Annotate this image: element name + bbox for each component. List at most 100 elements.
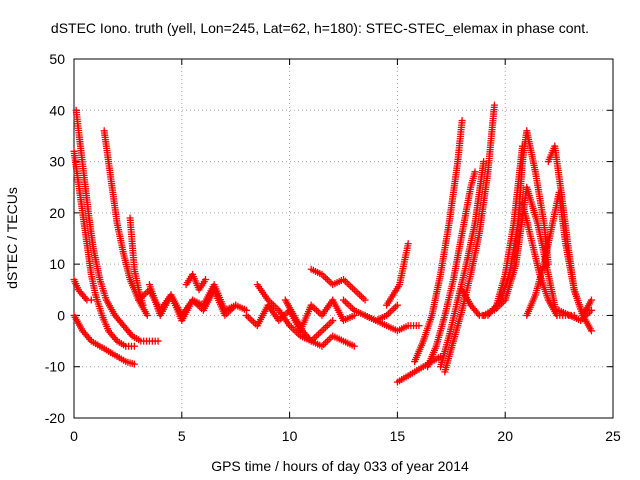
data-point-marker — [340, 296, 347, 304]
y-axis-label: dSTEC / TECUs — [4, 187, 20, 289]
y-tick-label: 10 — [49, 256, 65, 272]
data-series-19 — [424, 168, 479, 371]
data-point-marker — [327, 334, 335, 342]
data-point-marker — [471, 168, 479, 176]
data-series-13 — [307, 265, 369, 304]
data-point-marker — [359, 294, 367, 302]
data-point-marker — [329, 317, 337, 325]
data-point-marker — [388, 306, 396, 314]
data-series-5 — [100, 127, 151, 319]
data-point-marker — [246, 315, 254, 323]
data-point-marker — [354, 289, 362, 297]
data-series-16 — [383, 240, 412, 309]
data-point-marker — [348, 284, 356, 292]
data-series-4 — [70, 276, 95, 304]
data-point-marker — [87, 296, 95, 304]
y-tick-label: -10 — [45, 359, 65, 375]
data-point-marker — [404, 240, 412, 248]
data-point-marker — [320, 325, 328, 333]
data-point-marker — [250, 318, 258, 326]
data-point-marker — [350, 286, 358, 294]
data-point-marker — [345, 301, 353, 309]
data-point-marker — [139, 301, 147, 309]
data-point-marker — [356, 291, 364, 299]
data-point-marker — [154, 337, 162, 345]
data-series-3 — [70, 311, 138, 368]
y-tick-label: 0 — [57, 307, 65, 323]
data-point-marker — [458, 117, 466, 125]
x-tick-label: 0 — [70, 428, 78, 444]
data-point-marker — [386, 308, 394, 316]
x-tick-label: 15 — [390, 428, 406, 444]
data-point-marker — [587, 296, 595, 304]
y-tick-label: 30 — [49, 154, 65, 170]
data-series-1 — [70, 147, 138, 350]
data-point-marker — [361, 296, 369, 304]
data-point-marker — [232, 301, 240, 309]
data-point-marker — [314, 330, 322, 338]
data-point-marker — [314, 308, 322, 316]
x-tick-label: 5 — [178, 428, 186, 444]
chart-title: dSTEC Iono. truth (yell, Lon=245, Lat=62… — [50, 20, 590, 36]
data-point-marker — [320, 340, 328, 348]
data-series-18 — [411, 117, 466, 366]
data-point-marker — [390, 305, 398, 313]
data-point-marker — [244, 313, 252, 321]
data-series-2 — [72, 106, 162, 345]
data-series-12 — [281, 296, 358, 350]
data-point-marker — [323, 276, 331, 284]
data-point-marker — [130, 360, 138, 368]
data-point-marker — [347, 303, 355, 311]
data-point-marker — [393, 301, 401, 309]
data-point-marker — [392, 303, 400, 311]
data-series-20 — [437, 158, 488, 371]
data-point-marker — [323, 337, 331, 345]
data-series-21 — [441, 101, 498, 376]
data-point-marker — [327, 279, 335, 287]
data-point-marker — [316, 329, 324, 337]
data-point-marker — [318, 327, 326, 335]
data-series-27 — [544, 142, 595, 335]
x-tick-label: 25 — [605, 428, 621, 444]
data-point-marker — [357, 293, 365, 301]
data-series-8 — [145, 281, 240, 325]
data-point-marker — [480, 158, 488, 166]
data-series-9 — [182, 270, 210, 294]
data-point-marker — [325, 320, 333, 328]
plot-frame — [73, 58, 614, 419]
data-point-marker — [242, 311, 250, 319]
x-tick-label: 10 — [282, 428, 298, 444]
data-point-marker — [130, 342, 138, 350]
axis-ticks: 0 5 10 15 20 25 -20 -10 0 10 20 30 40 50 — [45, 51, 621, 444]
data-point-marker — [322, 274, 330, 282]
data-point-marker — [341, 277, 349, 285]
plot-border — [73, 58, 614, 419]
x-tick-label: 20 — [497, 428, 513, 444]
data-point-marker — [343, 299, 351, 307]
data-point-marker — [587, 306, 595, 314]
data-point-marker — [327, 318, 335, 326]
data-point-marker — [313, 306, 321, 314]
data-point-marker — [350, 342, 358, 350]
data-point-marker — [143, 311, 151, 319]
data-point-marker — [202, 276, 210, 284]
data-point-marker — [347, 282, 355, 290]
y-tick-label: -20 — [45, 410, 65, 426]
data-point-marker — [341, 298, 349, 306]
data-point-marker — [322, 323, 330, 331]
data-point-marker — [323, 322, 331, 330]
data-point-marker — [490, 101, 498, 109]
y-tick-label: 50 — [49, 51, 65, 67]
data-point-marker — [345, 281, 353, 289]
x-axis-label: GPS time / hours of day 033 of year 2014 — [211, 458, 469, 474]
data-point-marker — [311, 305, 319, 313]
data-series-15 — [361, 311, 423, 335]
data-point-marker — [313, 332, 321, 340]
y-tick-label: 20 — [49, 205, 65, 221]
data-point-marker — [415, 322, 423, 330]
y-tick-label: 40 — [49, 102, 65, 118]
data-point-marker — [352, 287, 360, 295]
data-point-marker — [248, 317, 256, 325]
data-series-28 — [555, 306, 595, 325]
